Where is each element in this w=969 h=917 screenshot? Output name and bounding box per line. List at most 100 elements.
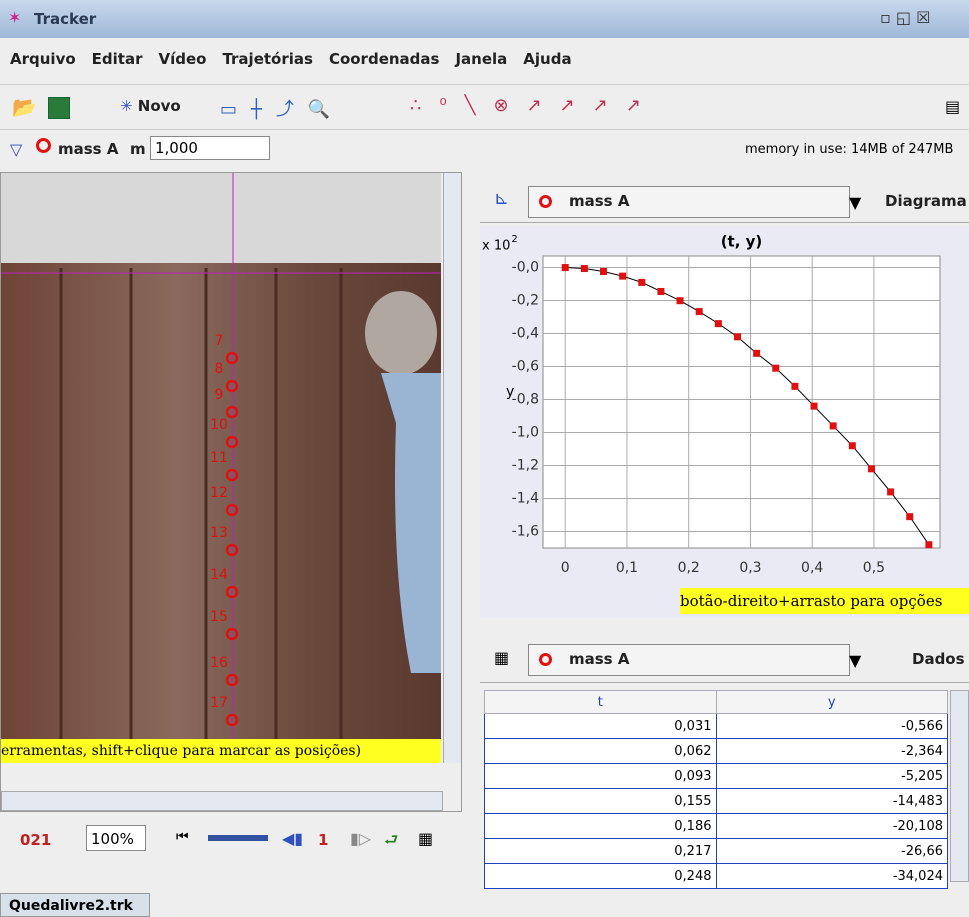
menu-bar: Arquivo Editar Vídeo Trajetórias Coordenadas…	[0, 40, 969, 78]
y-tick-label: -1,6	[512, 524, 539, 540]
y-axis-label: y	[506, 384, 514, 400]
mass-label: m	[130, 140, 146, 158]
plot-header: ⊾ mass A ▼ Diagrama	[480, 178, 969, 223]
frame-label: 9	[215, 387, 224, 403]
frame-label: 10	[210, 417, 228, 433]
table-cell: -26,66	[716, 839, 948, 864]
table-row: 0,031-0,566	[485, 714, 948, 739]
menu-item[interactable]: Vídeo	[158, 50, 206, 68]
table-row: 0,155-14,483	[485, 789, 948, 814]
chart-title: (t, y)	[721, 233, 763, 251]
track-icons[interactable]: ∴⁰╲⊗↗↗↗↗	[410, 95, 659, 116]
track-name[interactable]: mass A	[58, 140, 118, 158]
table-cell: 0,093	[485, 764, 717, 789]
track-icon	[539, 195, 552, 208]
new-button[interactable]: ✳ Novo	[120, 97, 181, 115]
mass-field[interactable]: 1,000	[150, 136, 270, 160]
table-row: 0,062-2,364	[485, 739, 948, 764]
menu-item[interactable]: Ajuda	[523, 50, 571, 68]
window-buttons[interactable]: ▫ ◱ ☒	[880, 8, 930, 27]
slider[interactable]	[208, 835, 268, 841]
table-cell: 0,031	[485, 714, 717, 739]
y-tick-label: -0,0	[512, 260, 539, 276]
tracker-window: ✶ Tracker ▫ ◱ ☒ Arquivo Editar Vídeo Trajet…	[0, 0, 969, 917]
table-view[interactable]: Dados	[912, 650, 965, 668]
file-tab[interactable]: Quedalivre2.trk	[0, 893, 150, 917]
column-header: y	[716, 691, 948, 714]
dropdown-arrow: ▼	[849, 651, 861, 670]
window-title: Tracker	[34, 10, 96, 28]
go-start[interactable]: ⏮	[176, 829, 189, 845]
menu-item[interactable]: Trajetórias	[222, 50, 312, 68]
x-tick-label: 0	[561, 560, 570, 576]
data-point	[600, 268, 607, 275]
track-icon	[539, 653, 552, 666]
track-selector[interactable]: mass A ▼	[528, 186, 850, 218]
step-forward[interactable]: ▮▷	[350, 829, 371, 848]
menu-item[interactable]: Arquivo	[10, 50, 76, 68]
data-point	[868, 465, 875, 472]
ceiling	[1, 173, 441, 263]
track-selector[interactable]: mass A ▼	[528, 644, 850, 676]
table-cell: -0,566	[716, 714, 948, 739]
x-tick-label: 0,5	[863, 560, 885, 576]
table-row: 0,217-26,66	[485, 839, 948, 864]
table-track: mass A	[569, 650, 629, 668]
menu-item[interactable]: Editar	[92, 50, 143, 68]
table-cell: -2,364	[716, 739, 948, 764]
video-hint: erramentas, shift+clique para marcar as …	[1, 739, 441, 763]
data-point	[906, 513, 913, 520]
menu-item[interactable]: Coordenadas	[329, 50, 440, 68]
table-cell: 0,155	[485, 789, 717, 814]
table-cell: 0,062	[485, 739, 717, 764]
data-point	[715, 320, 722, 327]
data-point	[581, 265, 588, 272]
table-cell: 0,217	[485, 839, 717, 864]
dropdown-arrow[interactable]: ▽	[10, 140, 22, 159]
menu-item[interactable]: Janela	[455, 50, 507, 68]
frame-label: 14	[210, 567, 228, 583]
notes-button[interactable]: ▤	[945, 97, 960, 116]
player-bar: 021 100% ⏮ ◀▮ 1 ▮▷ ⮐ ▦	[0, 815, 462, 865]
frame-label: 17	[210, 695, 228, 711]
memory-info: memory in use: 14MB of 247MB	[745, 142, 953, 157]
plot-view[interactable]: Diagrama	[885, 192, 967, 210]
data-point	[638, 279, 645, 286]
plot-track: mass A	[569, 192, 629, 210]
y-tick-label: -0,8	[512, 392, 539, 408]
data-point	[849, 442, 856, 449]
table-scrollbar[interactable]	[950, 690, 969, 882]
data-point	[753, 350, 760, 357]
filmstrip[interactable]: ▦	[418, 829, 433, 848]
data-point	[696, 308, 703, 315]
table-header: ▦ mass A ▼ Dados	[480, 636, 969, 683]
data-point	[657, 288, 664, 295]
x-tick-label: 0,4	[801, 560, 823, 576]
open-button[interactable]: 📂	[12, 95, 37, 119]
vertical-scrollbar[interactable]	[443, 173, 462, 763]
table-cell: 0,248	[485, 864, 717, 889]
data-point	[925, 541, 932, 548]
plot-icon: ⊾	[494, 188, 509, 209]
table-cell: -14,483	[716, 789, 948, 814]
save-button[interactable]	[48, 97, 70, 119]
plot-area	[543, 256, 940, 548]
zoom-field[interactable]: 100%	[86, 825, 146, 851]
x-tick-label: 0,3	[739, 560, 761, 576]
title-bar: ✶ Tracker ▫ ◱ ☒	[0, 0, 969, 38]
frame-label: 13	[210, 525, 228, 541]
track-bar: ▽ mass A m 1,000 memory in use: 14MB of …	[0, 132, 969, 168]
step-back[interactable]: ◀▮	[282, 829, 303, 848]
loop[interactable]: ⮐	[384, 829, 398, 856]
table-row: 0,093-5,205	[485, 764, 948, 789]
video-view[interactable]: 789101112131415161718	[1, 173, 441, 763]
x-tick-label: 0,1	[616, 560, 638, 576]
tool-icons[interactable]: ▭┼⤴🔍	[220, 95, 344, 121]
step-size[interactable]: 1	[318, 831, 328, 849]
y-tick-label: -0,2	[512, 293, 539, 309]
data-point	[619, 273, 626, 280]
y-tick-label: -1,2	[512, 458, 539, 474]
horizontal-scrollbar[interactable]	[1, 791, 443, 811]
